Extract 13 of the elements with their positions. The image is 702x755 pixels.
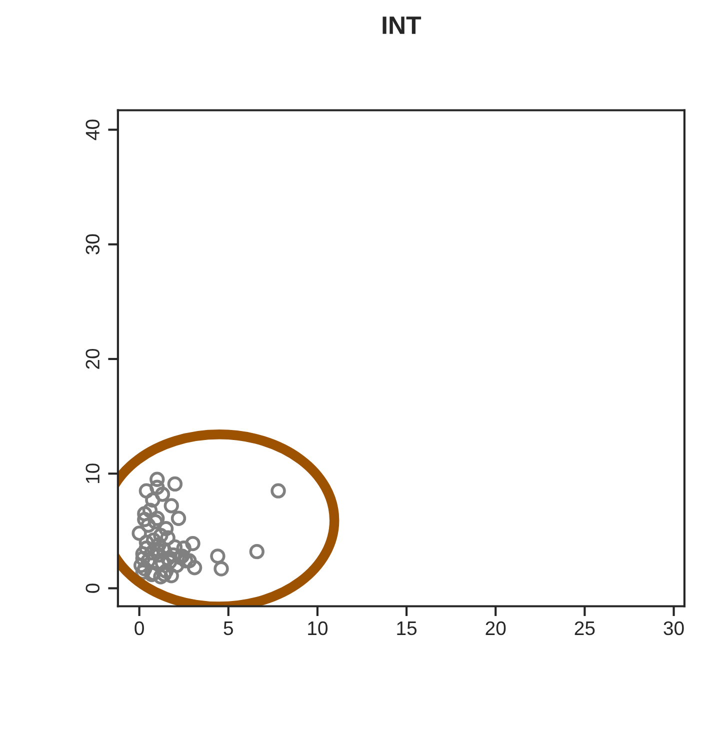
x-tick-label: 30 <box>664 621 684 636</box>
x-tick-label: 5 <box>224 622 233 636</box>
x-tick-label: 15 <box>397 622 417 636</box>
y-tick-label: 40 <box>86 120 100 140</box>
chart-title: INT <box>382 16 422 34</box>
x-tick-label: 25 <box>574 621 595 636</box>
y-tick-label: 10 <box>86 464 100 483</box>
y-tick-label: 30 <box>86 234 100 254</box>
y-tick-label: 20 <box>86 348 100 369</box>
y-tick-label: 0 <box>86 584 100 593</box>
x-tick-label: 0 <box>134 621 144 636</box>
x-tick-label: 20 <box>486 621 506 636</box>
x-tick-label: 10 <box>308 621 328 636</box>
